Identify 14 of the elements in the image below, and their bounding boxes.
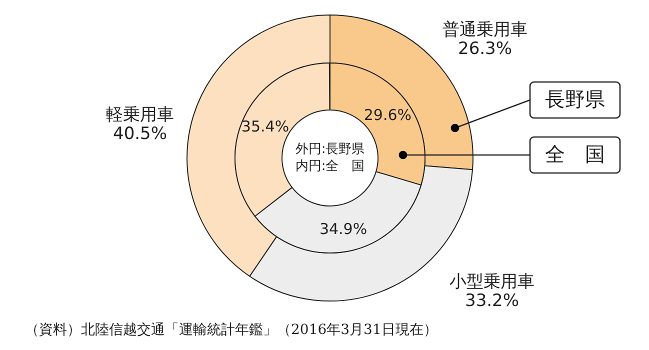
slice-label: 長野県 — [545, 87, 605, 111]
slice-label: 普通乗用車 — [442, 20, 528, 40]
data-label: 29.6% — [364, 106, 412, 124]
slice-label: 小型乗用車 — [450, 272, 534, 292]
data-label: 35.4% — [241, 118, 290, 136]
text: 内円:全 国 — [295, 159, 365, 174]
slice-label: 軽乗用車 — [106, 105, 174, 125]
text: （資料）北陸信越交通「運輸統計年鑑」（2016年3月31日現在） — [25, 322, 438, 338]
data-label: 33.2% — [464, 291, 520, 311]
legend-label: 全 国 — [545, 142, 605, 166]
data-label: 40.5% — [112, 124, 168, 144]
data-label: 26.3% — [458, 39, 512, 59]
text: 外円:長野県 — [295, 142, 365, 157]
data-label: 34.9% — [319, 220, 368, 238]
